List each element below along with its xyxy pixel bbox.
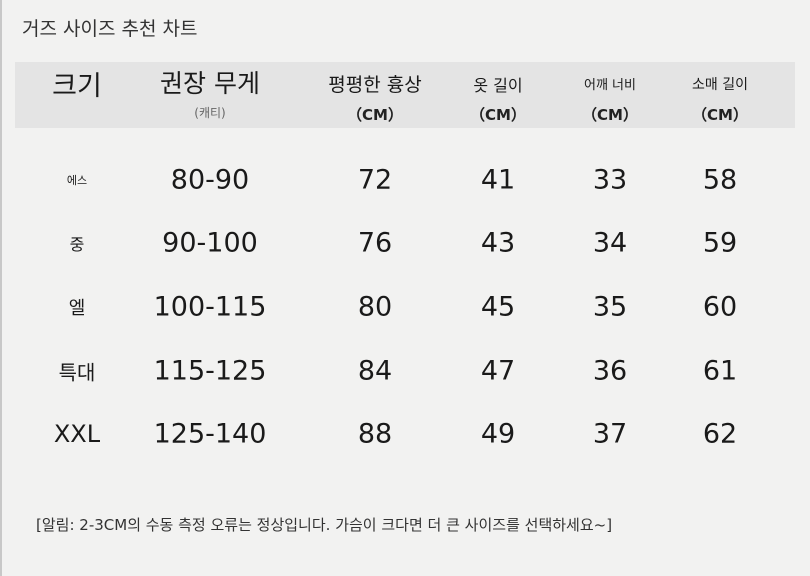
- table-cell: 90-100: [162, 227, 258, 259]
- header-unit-4: （CM）: [582, 106, 638, 124]
- table-cell: 37: [592, 418, 628, 450]
- table-cell: 115-125: [153, 355, 267, 387]
- table-cell: 100-115: [153, 291, 267, 323]
- table-cell: 88: [357, 418, 393, 450]
- header-4: 어깨 너비: [584, 78, 636, 93]
- size-label: XXL: [53, 420, 101, 448]
- header-band: [15, 62, 795, 128]
- table-cell: 76: [357, 227, 393, 259]
- table-cell: 58: [702, 164, 738, 196]
- header-unit-2: （CM）: [347, 106, 403, 124]
- table-cell: 35: [592, 291, 628, 323]
- table-cell: 47: [480, 355, 516, 387]
- table-cell: 33: [592, 164, 628, 196]
- table-cell: 62: [702, 418, 738, 450]
- page-title: 거즈 사이즈 추천 차트: [22, 18, 198, 40]
- table-cell: 59: [702, 227, 738, 259]
- table-cell: 72: [357, 164, 393, 196]
- size-label: 에스: [66, 174, 88, 187]
- table-cell: 84: [357, 355, 393, 387]
- header-1: 권장 무게: [160, 69, 260, 98]
- table-cell: 61: [702, 355, 738, 387]
- header-unit-5: （CM）: [692, 106, 748, 124]
- header-3: 옷 길이: [473, 76, 523, 95]
- table-cell: 80-90: [170, 164, 250, 196]
- header-5: 소매 길이: [692, 77, 748, 93]
- table-cell: 43: [480, 227, 516, 259]
- size-label: 중: [69, 235, 85, 254]
- table-cell: 49: [480, 418, 516, 450]
- table-cell: 80: [357, 291, 393, 323]
- size-label: 특대: [58, 360, 96, 385]
- table-cell: 36: [592, 355, 628, 387]
- header-0: 크기: [52, 71, 102, 102]
- measurement-note: [알림: 2-3CM의 수동 측정 오류는 정상입니다. 가슴이 크다면 더 큰…: [36, 516, 613, 534]
- table-cell: 41: [480, 164, 516, 196]
- header-unit-3: （CM）: [470, 106, 526, 124]
- table-cell: 45: [480, 291, 516, 323]
- table-cell: 34: [592, 227, 628, 259]
- size-label: 엘: [68, 298, 86, 319]
- header-unit-1: (캐티): [194, 106, 226, 120]
- table-cell: 60: [702, 291, 738, 323]
- table-cell: 125-140: [153, 418, 267, 450]
- header-2: 평평한 흉상: [328, 74, 422, 96]
- left-border: [0, 0, 2, 576]
